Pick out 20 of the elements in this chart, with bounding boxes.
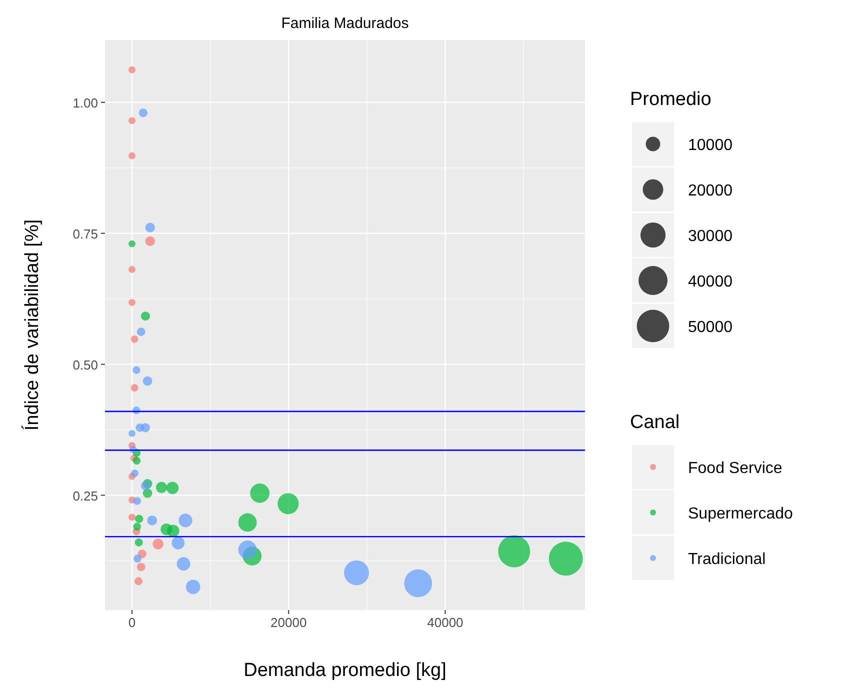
x-tick-label: 0 [128,615,136,630]
chart-title: Familia Madurados [281,15,409,32]
legend-title: Canal [630,412,680,433]
x-tick-label: 40000 [427,615,464,630]
y-axis-title: Índice de variabilidad [%] [21,219,43,431]
legend-label: Tradicional [688,551,766,568]
y-tick-label: 1.00 [72,95,98,110]
y-tick-label: 0.25 [72,488,98,504]
legend-label: 30000 [688,228,733,245]
x-tick-label: 20000 [270,615,307,630]
legend-label: 40000 [688,274,733,290]
x-axis-title: Demanda promedio [kg] [244,660,446,681]
legend-label: 10000 [688,137,733,154]
text: Promedio [630,89,712,110]
y-tick-label: 0.75 [72,226,98,242]
legend-label: Food Service [688,460,782,477]
legend-label: 20000 [688,182,733,200]
legend-label: Supermercado [688,506,794,522]
y-tick-label: 0.50 [72,357,98,372]
legend-label: 50000 [688,319,733,336]
